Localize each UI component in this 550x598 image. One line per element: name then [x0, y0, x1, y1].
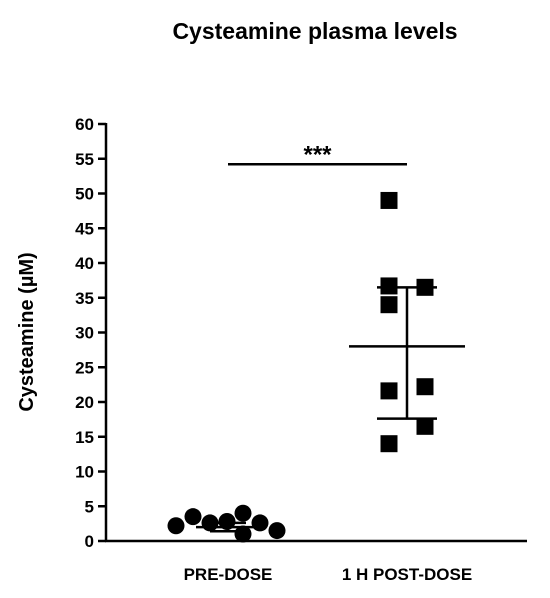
data-point [380, 382, 398, 400]
data-point [268, 522, 286, 540]
x-category-label: PRE-DOSE [184, 565, 273, 584]
series-pre-dose [167, 504, 286, 543]
y-tick-label: 25 [75, 358, 94, 377]
data-point [380, 191, 398, 209]
data-point [380, 277, 398, 295]
x-category-label: 1 H POST-DOSE [342, 565, 472, 584]
y-tick-label: 40 [75, 254, 94, 273]
y-tick-label: 60 [75, 115, 94, 134]
y-tick-label: 15 [75, 428, 94, 447]
y-tick-label: 35 [75, 289, 94, 308]
data-point [234, 504, 252, 522]
data-point [380, 296, 398, 314]
significance-annotation: *** [228, 141, 407, 168]
x-axis: PRE-DOSE 1 H POST-DOSE [105, 539, 527, 584]
y-tick-label: 30 [75, 324, 94, 343]
data-point [416, 378, 434, 396]
y-axis-title: Cysteamine (µM) [16, 252, 38, 411]
chart-title: Cysteamine plasma levels [172, 18, 458, 44]
y-axis: 0 5 10 15 20 25 30 35 40 45 50 55 60 [75, 115, 108, 551]
data-point [380, 435, 398, 453]
significance-label: *** [303, 141, 332, 168]
data-point [251, 514, 269, 532]
data-point [184, 508, 202, 526]
data-point [234, 525, 252, 543]
data-point [416, 417, 434, 435]
y-tick-label: 50 [75, 185, 94, 204]
y-tick-label: 5 [85, 497, 94, 516]
y-tick-label: 45 [75, 219, 94, 238]
y-tick-label: 55 [75, 150, 94, 169]
y-tick-label: 20 [75, 393, 94, 412]
data-series [167, 191, 465, 543]
data-point [218, 513, 236, 531]
y-tick-label: 10 [75, 463, 94, 482]
data-point [167, 517, 185, 535]
y-tick-label: 0 [85, 532, 94, 551]
series-post-dose [349, 191, 465, 453]
